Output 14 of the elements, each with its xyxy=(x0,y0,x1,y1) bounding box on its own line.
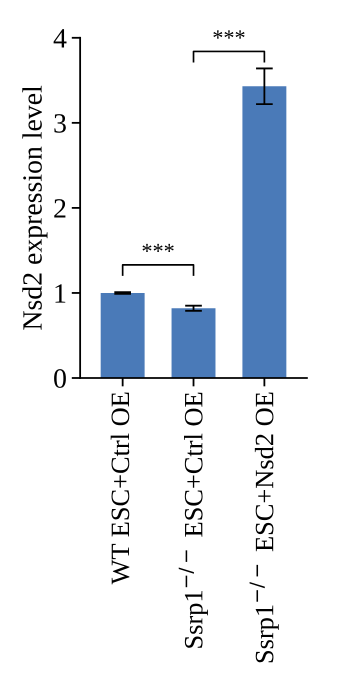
bar xyxy=(100,292,145,378)
y-tick-label: 1 xyxy=(55,284,66,303)
y-tick-label: 2 xyxy=(54,199,66,218)
x-tick-label: Ssrp1$^{−/−}$ ESC+Nsd2 OE xyxy=(250,392,279,662)
y-tick-label: 4 xyxy=(54,29,67,48)
annotation: *** xyxy=(142,244,174,252)
bar xyxy=(242,86,286,378)
y-axis-title: Nsd2 expression level xyxy=(22,86,48,330)
x-tick-label: Ssrp1$^{−/−}$ ESC+Ctrl OE xyxy=(178,392,208,648)
y-tick-label: 3 xyxy=(54,114,66,133)
annotation: *** xyxy=(213,30,245,39)
bar xyxy=(172,308,216,378)
x-tick-label: WT ESC+Ctrl OE xyxy=(110,392,130,584)
y-tick-label: 0 xyxy=(54,369,66,388)
